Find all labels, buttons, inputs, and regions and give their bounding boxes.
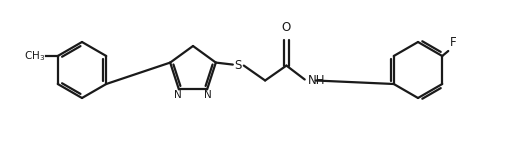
Text: CH$_3$: CH$_3$ [23,49,45,63]
Text: O: O [281,21,291,34]
Text: NH: NH [307,74,325,87]
Text: N: N [204,90,212,100]
Text: F: F [449,36,456,49]
Text: N: N [174,90,181,100]
Text: S: S [234,59,241,72]
